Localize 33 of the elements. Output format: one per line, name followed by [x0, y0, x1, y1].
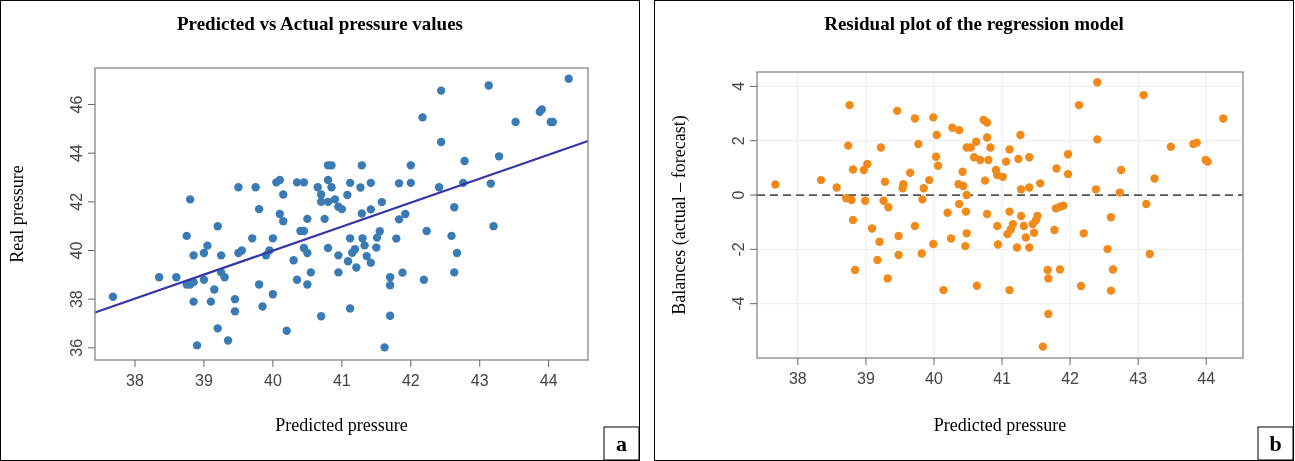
- x-tick-label: 38: [788, 370, 807, 387]
- x-tick-label: 42: [401, 372, 420, 389]
- y-tick-label: -4: [730, 296, 747, 311]
- y-tick-label: 40: [68, 241, 85, 260]
- y-tick-label: 42: [68, 192, 85, 211]
- y-tick-label: 4: [730, 81, 747, 91]
- text: a: [616, 431, 627, 456]
- x-tick-label: 44: [1197, 370, 1216, 387]
- x-tick-label: 40: [925, 370, 943, 387]
- x-tick-label: 42: [1061, 370, 1080, 387]
- text: b: [1269, 431, 1282, 456]
- x-tick-label: 43: [1129, 370, 1148, 387]
- x-tick-label: 39: [195, 372, 213, 389]
- y-tick-label: 36: [68, 338, 85, 357]
- x-tick-label: 40: [264, 372, 282, 389]
- y-tick-label: 46: [68, 95, 85, 114]
- y-tick-label: 38: [68, 290, 85, 309]
- y-tick-label: -2: [730, 242, 747, 257]
- y-tick-label: 2: [730, 136, 747, 146]
- x-axis-title: Predicted pressure: [275, 415, 408, 435]
- x-tick-label: 43: [470, 372, 489, 389]
- y-tick-label: 44: [68, 144, 85, 163]
- x-tick-label: 39: [857, 370, 875, 387]
- x-tick-label: 41: [332, 372, 351, 389]
- y-axis-title: Balances (actual – forecast): [669, 115, 690, 315]
- x-tick-label: 41: [993, 370, 1012, 387]
- x-tick-label: 38: [126, 372, 144, 389]
- x-tick-label: 44: [539, 372, 558, 389]
- y-axis-title: Real pressure: [7, 165, 27, 263]
- y-tick-label: 0: [730, 190, 747, 200]
- chart-title: Residual plot of the regression model: [824, 13, 1124, 34]
- x-axis-title: Predicted pressure: [933, 415, 1067, 435]
- chart-title: Predicted vs Actual pressure values: [176, 13, 464, 34]
